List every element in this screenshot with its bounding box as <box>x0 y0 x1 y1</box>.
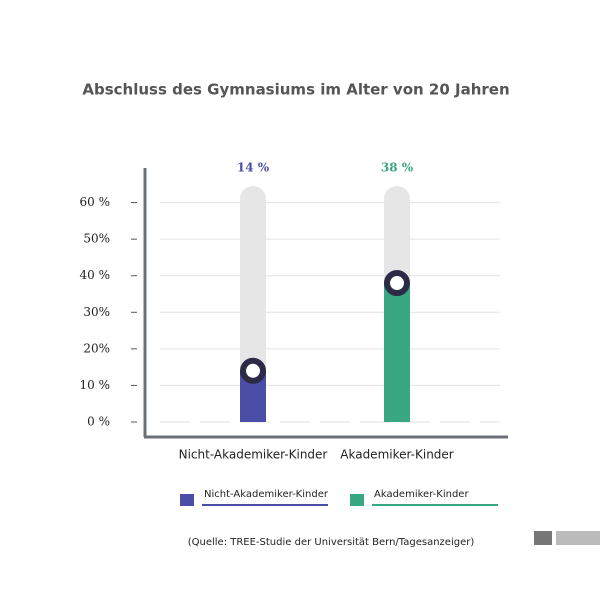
legend-swatch <box>180 494 194 506</box>
bar-marker <box>384 270 410 297</box>
y-tick-label: 30% <box>83 305 110 319</box>
legend-swatch <box>350 494 364 506</box>
decoration <box>556 531 600 545</box>
y-tick-label: 10 % <box>80 378 111 392</box>
y-tick-label: 60 % <box>80 195 111 209</box>
legend-label: Akademiker-Kinder <box>374 489 469 500</box>
source: (Quelle: TREE-Studie der Universität Ber… <box>188 537 475 548</box>
x-tick-label: Nicht-Akademiker-Kinder <box>179 448 328 462</box>
bar <box>384 283 410 422</box>
y-tick-label: 50% <box>83 232 110 246</box>
y-tick-label: 40 % <box>80 268 111 282</box>
bar-marker <box>240 357 266 384</box>
y-tick-label: 20% <box>83 341 110 355</box>
decoration <box>534 531 552 545</box>
chart-title: Abschluss des Gymnasiums im Alter von 20… <box>82 81 509 99</box>
legend-label: Nicht-Akademiker-Kinder <box>204 489 329 500</box>
y-tick-label: 0 % <box>87 415 110 429</box>
x-tick-label: Akademiker-Kinder <box>340 448 454 462</box>
value-label: 14 % <box>237 161 270 175</box>
value-label: 38 % <box>381 161 414 175</box>
